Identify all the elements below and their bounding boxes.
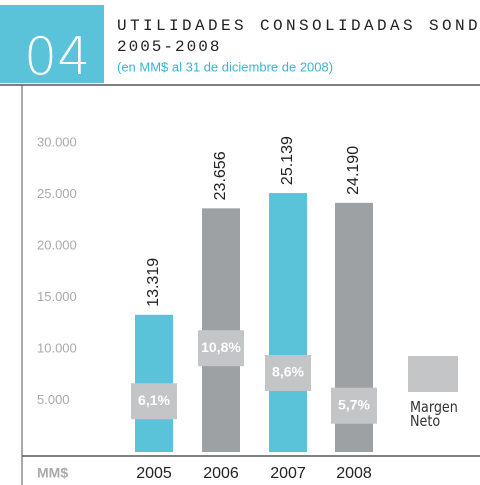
value-label: 24.190 — [345, 146, 362, 195]
margin-label: 6,1% — [138, 392, 170, 408]
bar — [269, 193, 307, 452]
legend-swatch — [408, 356, 458, 392]
value-label: 25.139 — [279, 136, 296, 185]
margin-box — [331, 387, 377, 424]
chart-subtitle: 2005-2008 — [117, 38, 221, 56]
section-number: 04 — [24, 27, 90, 87]
value-label: 23.656 — [212, 151, 229, 200]
margin-label: 8,6% — [272, 364, 304, 380]
y-axis-unit: MM$ — [37, 465, 68, 481]
margin-label: 5,7% — [338, 396, 370, 412]
value-label: 13.319 — [145, 258, 162, 307]
y-tick-label: 20.000 — [37, 237, 77, 252]
y-tick-label: 30.000 — [37, 134, 77, 149]
y-tick-label: 25.000 — [37, 186, 77, 201]
margin-box — [131, 383, 177, 420]
margin-label: 10,8% — [201, 339, 241, 355]
y-tick-label: 15.000 — [37, 289, 77, 304]
y-tick-label: 5.000 — [37, 392, 70, 407]
x-tick-label: 2008 — [336, 465, 372, 482]
chart-title: UTILIDADES CONSOLIDADAS SONDA — [117, 17, 480, 35]
x-tick-label: 2007 — [270, 465, 306, 482]
y-tick-label: 10.000 — [37, 340, 77, 355]
section-box — [0, 5, 104, 83]
chart-note: (en MM$ al 31 de diciembre de 2008) — [117, 59, 333, 74]
x-tick-label: 2006 — [203, 465, 239, 482]
legend-label: Margen Neto — [410, 398, 458, 430]
x-tick-label: 2005 — [136, 465, 172, 482]
margin-box — [265, 355, 311, 392]
bar — [202, 208, 240, 452]
margin-box — [198, 330, 244, 367]
